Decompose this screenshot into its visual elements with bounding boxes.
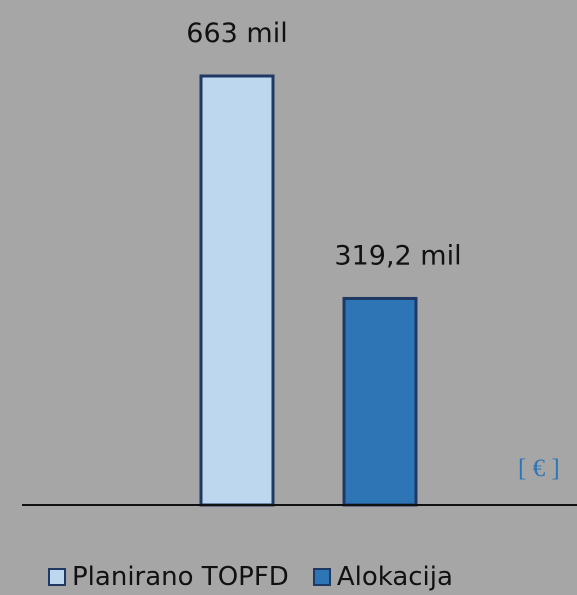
data-label-alokacija: 319,2 mil	[334, 240, 461, 271]
legend: Planirano TOPFD Alokacija	[48, 562, 477, 592]
legend-swatch-planirano	[48, 568, 66, 586]
legend-item-alokacija: Alokacija	[312, 562, 453, 592]
data-label-planirano: 663 mil	[186, 18, 287, 49]
legend-label-alokacija: Alokacija	[336, 562, 453, 592]
legend-item-planirano: Planirano TOPFD	[48, 562, 289, 592]
legend-label-planirano: Planirano TOPFD	[72, 562, 289, 592]
bar-alokacija	[342, 296, 418, 507]
bar-planirano	[199, 74, 275, 507]
unit-label: [ € ]	[518, 455, 560, 482]
legend-swatch-alokacija	[312, 568, 331, 586]
